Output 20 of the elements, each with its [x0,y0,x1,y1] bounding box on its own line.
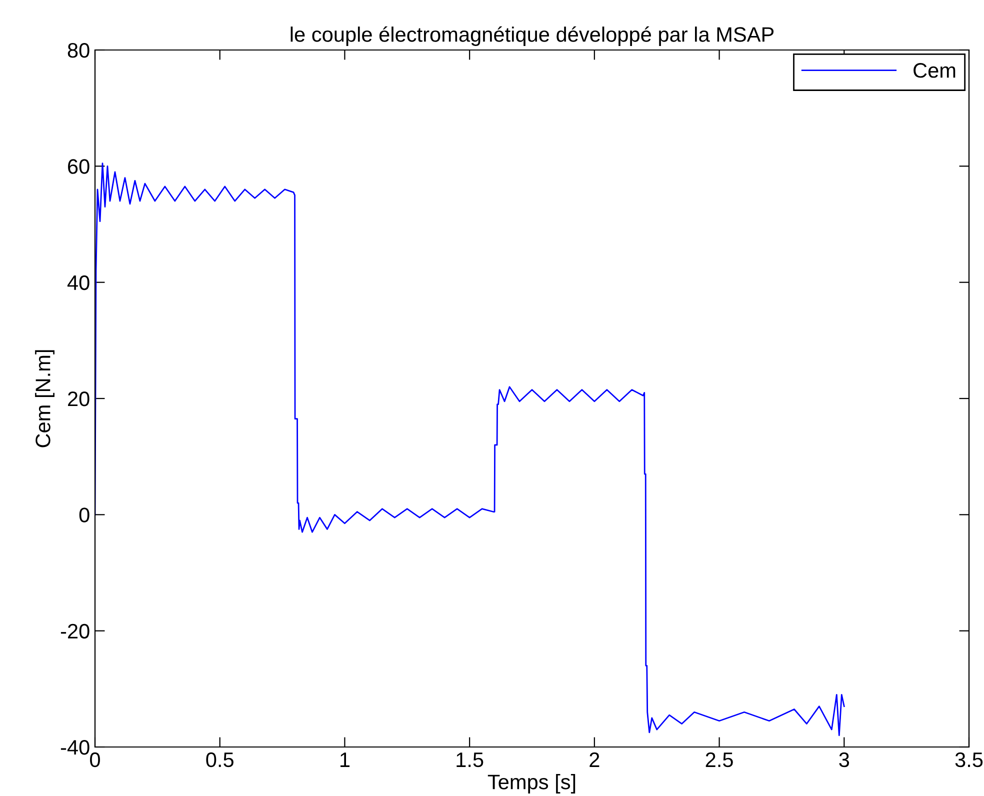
x-axis-title: Temps [s] [488,774,576,794]
line-series [95,162,845,736]
x-tick-label: 2.5 [706,752,733,768]
y-tick-label: -20 [60,624,90,639]
x-tick-label: 0 [90,752,100,768]
y-tick-label: 20 [68,392,90,406]
y-tick-label: -40 [60,740,90,755]
y-tick-label: 0 [79,508,90,522]
chart-title: le couple électromagnétique développé par la MSAP [290,26,774,46]
x-tick-label: 1.5 [456,752,484,768]
x-tick-label: 3 [839,752,850,768]
x-tick-label: 0.5 [206,752,234,768]
x-tick-label: 2 [590,752,600,767]
y-tick-label: 40 [67,275,90,290]
y-tick-label: 60 [68,159,90,174]
x-tick-label: 3.5 [955,752,983,768]
x-tick-label: 1 [340,752,350,767]
y-axis-title: Cem [N.m] [35,350,54,448]
y-tick-label: 80 [68,43,90,58]
legend-label: Cem [914,63,956,78]
